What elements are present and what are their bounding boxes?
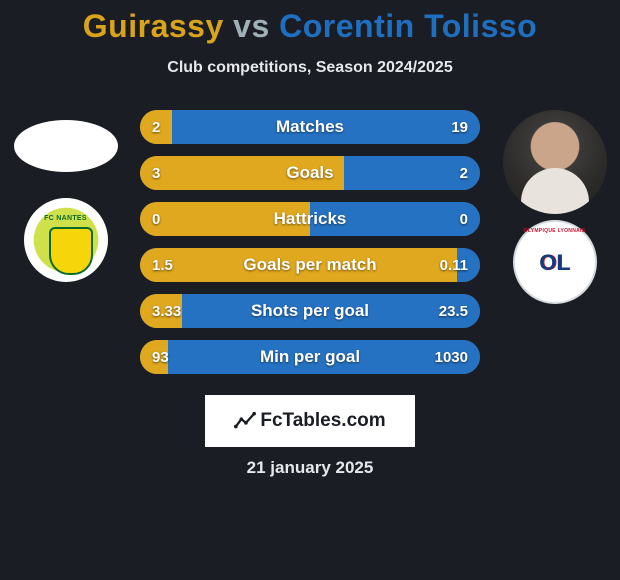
right-player-avatar (503, 110, 607, 214)
stat-left-value: 3.33 (152, 303, 181, 320)
stat-left-value: 93 (152, 349, 169, 366)
stat-left-value: 3 (152, 165, 160, 182)
date-label: 21 january 2025 (0, 458, 620, 478)
stat-bar-left-fill (140, 248, 457, 282)
stat-right-value: 0 (460, 211, 468, 228)
title-right: Corentin Tolisso (279, 8, 537, 44)
stat-right-value: 2 (460, 165, 468, 182)
stat-bar-right-fill (172, 110, 480, 144)
stat-left-value: 2 (152, 119, 160, 136)
stat-row: 32Goals (140, 156, 480, 190)
right-club-badge (513, 220, 597, 304)
page-title: Guirassy vs Corentin Tolisso (0, 0, 620, 45)
stat-right-value: 0.11 (440, 257, 468, 274)
brand-logo[interactable]: FcTables.com (205, 395, 415, 447)
stat-bar-right-fill (168, 340, 480, 374)
title-vs: vs (224, 8, 279, 44)
stat-right-value: 23.5 (439, 303, 468, 320)
stat-bar-left-fill (140, 202, 310, 236)
stat-bars: 219Matches32Goals00Hattricks1.50.11Goals… (140, 110, 480, 386)
stat-right-value: 19 (451, 119, 468, 136)
stat-row: 3.3323.5Shots per goal (140, 294, 480, 328)
left-player-column (8, 110, 123, 282)
stat-bar-right-fill (310, 202, 480, 236)
left-club-badge (24, 198, 108, 282)
stat-right-value: 1030 (435, 349, 468, 366)
stat-left-value: 0 (152, 211, 160, 228)
stat-row: 219Matches (140, 110, 480, 144)
brand-text: FcTables.com (260, 410, 385, 432)
footer-logo-row: FcTables.com (0, 395, 620, 447)
stat-row: 00Hattricks (140, 202, 480, 236)
right-player-column (497, 110, 612, 304)
title-left: Guirassy (83, 8, 224, 44)
chart-icon (234, 410, 256, 432)
subtitle: Club competitions, Season 2024/2025 (0, 59, 620, 77)
stat-left-value: 1.5 (152, 257, 173, 274)
stat-row: 1.50.11Goals per match (140, 248, 480, 282)
stat-bar-left-fill (140, 156, 344, 190)
stat-row: 931030Min per goal (140, 340, 480, 374)
stat-bar-right-fill (182, 294, 480, 328)
left-player-avatar (14, 120, 118, 172)
